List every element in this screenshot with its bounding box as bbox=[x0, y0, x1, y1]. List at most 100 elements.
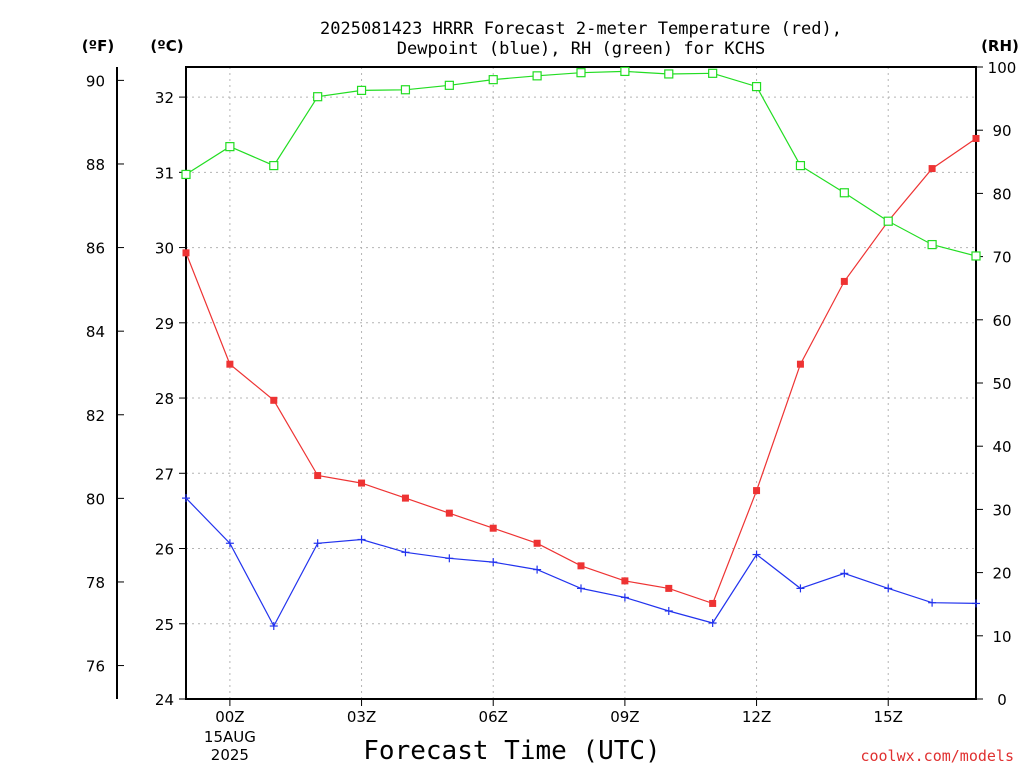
fahrenheit-tick-label: 82 bbox=[86, 407, 105, 425]
rh-tick-label: 100 bbox=[988, 59, 1017, 77]
dewpoint-point bbox=[225, 539, 234, 548]
fahrenheit-tick-label: 88 bbox=[86, 156, 105, 174]
rh-point bbox=[532, 71, 542, 81]
grid-lines bbox=[186, 67, 976, 699]
rh-point bbox=[225, 142, 235, 152]
rh-point bbox=[751, 81, 762, 92]
dewpoint-point bbox=[357, 535, 366, 544]
dewpoint-point bbox=[796, 584, 805, 593]
x-tick-label: 00Z bbox=[215, 708, 244, 726]
dewpoint-point bbox=[577, 584, 585, 593]
rh-point bbox=[883, 216, 893, 226]
dewpoint-point bbox=[752, 550, 761, 559]
rh-point bbox=[664, 69, 674, 79]
x-tick-label: 03Z bbox=[347, 708, 376, 726]
x-tick-label: 06Z bbox=[479, 708, 508, 726]
rh-point bbox=[839, 188, 849, 198]
rh-point bbox=[356, 85, 367, 95]
rh-tick-label: 60 bbox=[992, 312, 1011, 330]
rh-point bbox=[795, 160, 806, 171]
celsius-tick-label: 26 bbox=[155, 541, 174, 559]
celsius-tick-label: 24 bbox=[155, 691, 174, 709]
celsius-tick-label: 25 bbox=[155, 616, 174, 634]
x-tick-label: 15Z bbox=[874, 708, 903, 726]
rh-tick-label: 40 bbox=[992, 438, 1011, 456]
temperature-point bbox=[972, 134, 980, 142]
temperature-point bbox=[796, 360, 804, 368]
x-tick-label: 09Z bbox=[610, 708, 639, 726]
chart-title-line2: Dewpoint (blue), RH (green) for KCHS bbox=[397, 39, 765, 59]
dewpoint-point bbox=[401, 548, 410, 557]
credit-text: coolwx.com/models bbox=[860, 747, 1014, 765]
rh-tick-label: 30 bbox=[992, 501, 1011, 519]
temperature-point bbox=[489, 524, 497, 532]
celsius-unit-label: (ºC) bbox=[150, 37, 183, 55]
celsius-tick-label: 31 bbox=[155, 164, 174, 182]
celsius-tick-label: 30 bbox=[155, 240, 174, 258]
rh-tick-label: 90 bbox=[992, 122, 1011, 140]
fahrenheit-tick-label: 84 bbox=[86, 323, 105, 341]
temperature-point bbox=[445, 509, 453, 517]
dewpoint-point bbox=[313, 539, 322, 548]
rh-unit-label: (RH) bbox=[981, 37, 1019, 55]
temperature-point bbox=[665, 584, 673, 592]
celsius-tick-label: 28 bbox=[155, 390, 174, 408]
rh-point bbox=[269, 160, 279, 171]
dewpoint-series-line bbox=[185, 497, 977, 628]
temperature-point bbox=[182, 249, 190, 257]
x-axis-label: Forecast Time (UTC) bbox=[363, 736, 660, 766]
celsius-tick-label: 32 bbox=[155, 89, 174, 107]
data-series bbox=[181, 66, 981, 631]
temperature-point bbox=[314, 472, 322, 480]
temperature-point bbox=[401, 494, 409, 502]
rh-point bbox=[488, 75, 498, 85]
rh-point bbox=[708, 68, 718, 78]
plot-frame bbox=[185, 66, 977, 700]
celsius-tick-label: 29 bbox=[155, 315, 174, 333]
temperature-point bbox=[577, 562, 585, 570]
dewpoint-point bbox=[445, 554, 454, 563]
rh-point bbox=[971, 251, 981, 261]
dewpoint-point bbox=[620, 593, 629, 602]
dewpoint-point bbox=[884, 584, 893, 593]
rh-tick-label: 80 bbox=[992, 185, 1011, 203]
rh-tick-label: 10 bbox=[992, 628, 1011, 646]
x-tick-date-label: 15AUG bbox=[204, 728, 256, 746]
fahrenheit-tick-label: 86 bbox=[86, 240, 105, 258]
temperature-point bbox=[226, 360, 234, 368]
celsius-tick-label: 27 bbox=[155, 465, 174, 483]
rh-point bbox=[444, 80, 454, 90]
rh-point bbox=[576, 68, 586, 78]
temperature-series-line bbox=[185, 138, 977, 605]
rh-tick-label: 70 bbox=[992, 249, 1011, 267]
temperature-point bbox=[358, 479, 366, 487]
rh-point bbox=[400, 85, 411, 95]
dewpoint-point bbox=[708, 619, 717, 628]
temperature-point bbox=[840, 277, 848, 285]
rh-point bbox=[620, 66, 630, 77]
dewpoint-point bbox=[928, 598, 937, 607]
dewpoint-point bbox=[489, 558, 498, 567]
x-tick-label: 12Z bbox=[742, 708, 771, 726]
rh-point bbox=[181, 169, 191, 180]
chart-title-line1: 2025081423 HRRR Forecast 2-meter Tempera… bbox=[320, 19, 842, 39]
dewpoint-point bbox=[269, 622, 278, 631]
rh-point bbox=[927, 239, 937, 250]
temperature-point bbox=[270, 396, 278, 404]
fahrenheit-tick-label: 90 bbox=[86, 72, 105, 90]
dewpoint-point bbox=[664, 606, 673, 615]
fahrenheit-tick-label: 78 bbox=[86, 574, 105, 592]
temperature-point bbox=[621, 577, 629, 585]
chart-axes bbox=[116, 66, 977, 700]
fahrenheit-tick-label: 80 bbox=[86, 490, 105, 508]
fahrenheit-tick-label: 76 bbox=[86, 658, 105, 676]
dewpoint-point bbox=[533, 565, 542, 574]
temperature-point bbox=[533, 539, 541, 547]
rh-tick-label: 50 bbox=[992, 375, 1011, 393]
temperature-point bbox=[928, 165, 936, 173]
dewpoint-point bbox=[840, 569, 849, 578]
temperature-point bbox=[753, 487, 761, 495]
rh-tick-label: 0 bbox=[997, 691, 1007, 709]
